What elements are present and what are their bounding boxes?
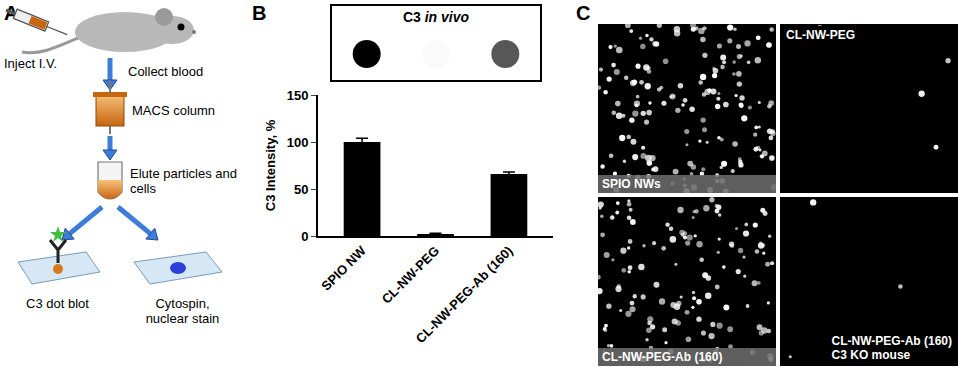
html-text:C3 in vivo: C3 in vivo xyxy=(402,9,470,25)
svg-text:CL-NW-PEG-Ab (160): CL-NW-PEG-Ab (160) xyxy=(413,243,516,346)
html-text:C3 KO mouse: C3 KO mouse xyxy=(831,348,911,362)
html-text:C3 dot blot: C3 dot blot xyxy=(26,296,89,311)
html-text:Collect blood: Collect blood xyxy=(128,64,204,79)
html-text:A: A xyxy=(4,2,19,24)
html-text:Elute particles and cells: Elute particles and cells xyxy=(130,166,237,196)
svg-text:50: 50 xyxy=(294,182,308,197)
html-text:SPIO NWs: SPIO NWs xyxy=(602,177,661,191)
svg-text:C3 Intensity, %: C3 Intensity, % xyxy=(263,119,278,211)
html-text:CL-NW-PEG-Ab (160): CL-NW-PEG-Ab (160) xyxy=(831,334,952,348)
svg-text:SPIO NW: SPIO NW xyxy=(318,243,369,294)
svg-text:100: 100 xyxy=(287,135,309,150)
svg-text:CL-NW-PEG: CL-NW-PEG xyxy=(379,243,443,307)
html-text:B: B xyxy=(252,2,267,24)
html-text:Inject I.V.: Inject I.V. xyxy=(4,56,57,71)
html-text:Cytospin, nuclear stain: Cytospin, nuclear stain xyxy=(145,296,220,326)
html-text:CL-NW-PEG: CL-NW-PEG xyxy=(786,28,856,42)
html-text:C: C xyxy=(576,2,591,24)
html-text:CL-NW-PEG-Ab (160): CL-NW-PEG-Ab (160) xyxy=(602,350,723,364)
html-text:MACS column: MACS column xyxy=(132,103,216,118)
svg-text:0: 0 xyxy=(301,229,308,244)
svg-text:150: 150 xyxy=(287,88,309,103)
